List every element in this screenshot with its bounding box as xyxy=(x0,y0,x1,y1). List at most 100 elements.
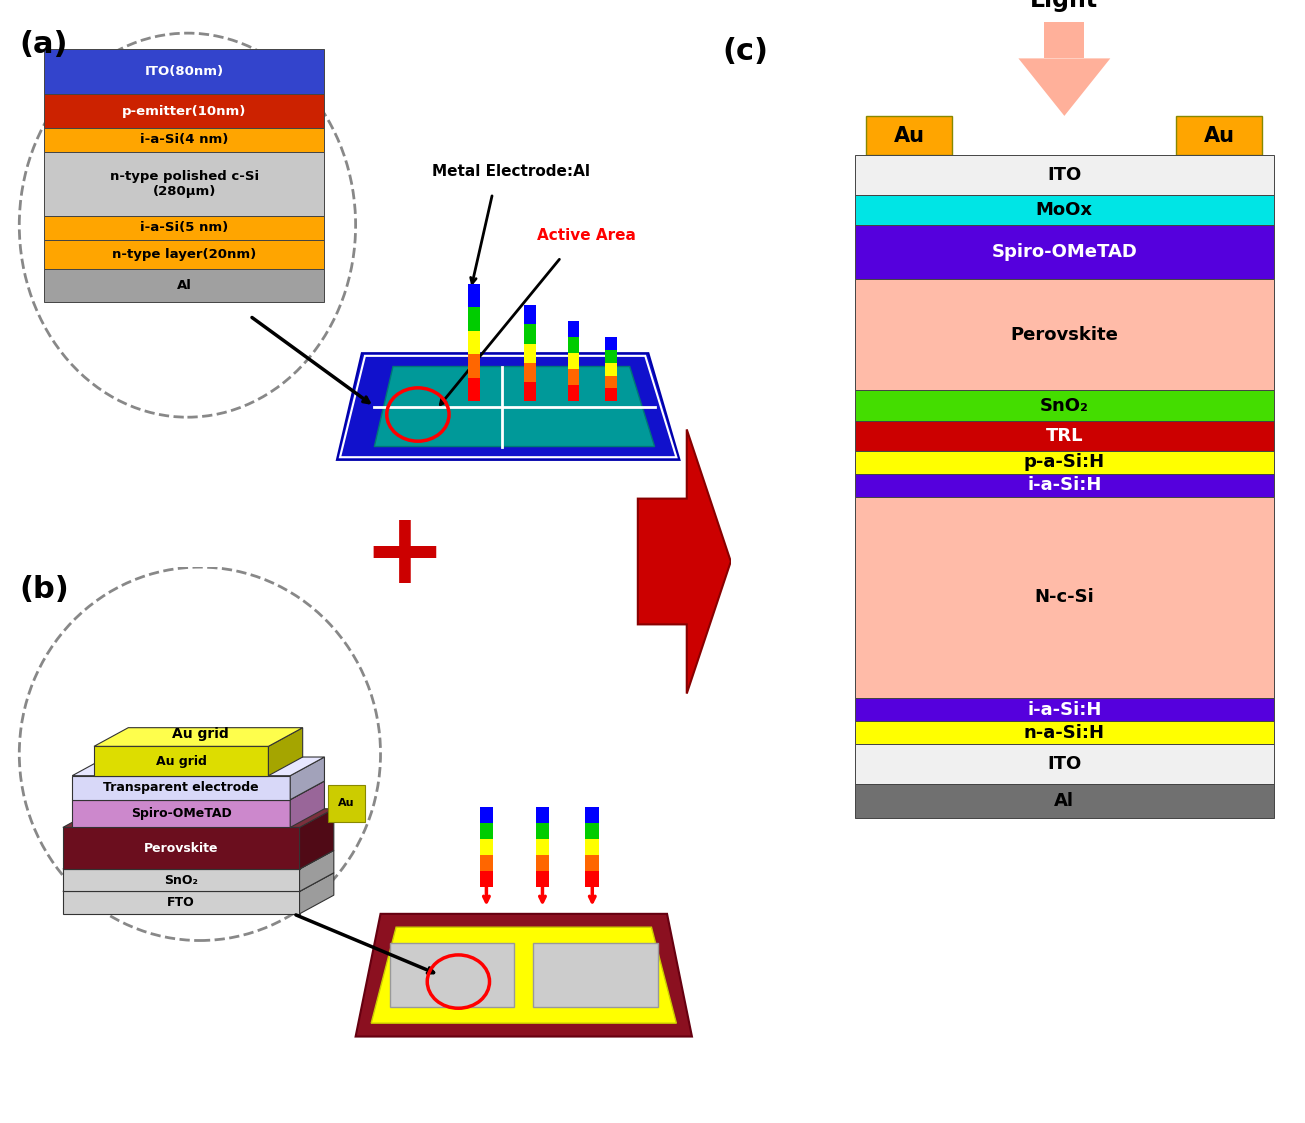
Bar xyxy=(855,279,1274,391)
Polygon shape xyxy=(534,943,658,1007)
Text: (c): (c) xyxy=(723,37,769,66)
Text: Au grid: Au grid xyxy=(171,727,228,741)
Bar xyxy=(568,385,579,401)
Bar xyxy=(568,353,579,369)
Bar xyxy=(855,225,1274,279)
Bar xyxy=(525,325,535,344)
Bar xyxy=(44,94,325,128)
Text: ITO(80nm): ITO(80nm) xyxy=(145,65,224,79)
Bar xyxy=(468,377,479,401)
Text: i-a-Si(5 nm): i-a-Si(5 nm) xyxy=(140,221,228,234)
Bar xyxy=(44,152,325,216)
Polygon shape xyxy=(371,928,676,1023)
Bar xyxy=(568,369,579,385)
Bar xyxy=(855,195,1274,225)
Bar xyxy=(1044,22,1084,58)
Text: i-a-Si:H: i-a-Si:H xyxy=(1027,476,1101,494)
Bar xyxy=(535,856,549,871)
Bar xyxy=(586,807,599,823)
Bar xyxy=(44,268,325,302)
Polygon shape xyxy=(337,353,680,460)
Text: n-type layer(20nm): n-type layer(20nm) xyxy=(112,248,257,261)
Bar xyxy=(479,856,493,871)
Polygon shape xyxy=(63,809,334,828)
Text: Au: Au xyxy=(1205,126,1235,146)
Polygon shape xyxy=(300,850,334,892)
Polygon shape xyxy=(269,728,303,776)
Bar xyxy=(586,823,599,839)
Polygon shape xyxy=(63,850,334,869)
Text: Active Area: Active Area xyxy=(536,228,636,244)
Text: Au: Au xyxy=(894,126,925,146)
Bar xyxy=(468,331,479,354)
Text: (b): (b) xyxy=(20,575,69,604)
Text: Perovskite: Perovskite xyxy=(144,842,218,855)
Polygon shape xyxy=(290,757,325,800)
Bar xyxy=(328,785,365,822)
Bar xyxy=(855,496,1274,699)
Polygon shape xyxy=(63,869,300,892)
FancyBboxPatch shape xyxy=(1176,116,1262,155)
Text: i-a-Si(4 nm): i-a-Si(4 nm) xyxy=(140,133,228,146)
Bar xyxy=(468,284,479,308)
Text: N-c-Si: N-c-Si xyxy=(1035,588,1094,606)
Text: n-type polished c-Si
(280μm): n-type polished c-Si (280μm) xyxy=(110,170,258,198)
Text: Light: Light xyxy=(1030,0,1099,11)
Bar xyxy=(586,839,599,856)
Polygon shape xyxy=(63,828,300,869)
Bar xyxy=(606,363,616,375)
Bar xyxy=(535,871,549,887)
Bar xyxy=(525,363,535,382)
Text: n-a-Si:H: n-a-Si:H xyxy=(1024,723,1105,741)
Text: ITO: ITO xyxy=(1047,755,1082,773)
Text: p-a-Si:H: p-a-Si:H xyxy=(1024,454,1105,472)
Text: Al: Al xyxy=(177,279,192,292)
Polygon shape xyxy=(356,914,692,1037)
Text: Spiro-OMeTAD: Spiro-OMeTAD xyxy=(992,243,1137,261)
Bar xyxy=(855,784,1274,818)
Text: Al: Al xyxy=(1054,792,1074,810)
Text: i-a-Si:H: i-a-Si:H xyxy=(1027,701,1101,719)
Polygon shape xyxy=(72,800,290,828)
Bar xyxy=(855,699,1274,721)
Bar xyxy=(606,375,616,389)
Polygon shape xyxy=(94,728,303,747)
Polygon shape xyxy=(63,892,300,914)
Text: Perovskite: Perovskite xyxy=(1010,326,1118,344)
Text: TRL: TRL xyxy=(1045,427,1083,445)
Bar xyxy=(606,350,616,363)
Bar xyxy=(586,871,599,887)
Bar xyxy=(855,474,1274,496)
Text: Spiro-OMeTAD: Spiro-OMeTAD xyxy=(130,807,231,820)
Bar xyxy=(479,823,493,839)
Polygon shape xyxy=(390,943,514,1007)
Polygon shape xyxy=(375,366,655,447)
Polygon shape xyxy=(63,873,334,892)
Bar xyxy=(535,839,549,856)
Bar xyxy=(479,807,493,823)
Bar xyxy=(568,337,579,353)
Text: SnO₂: SnO₂ xyxy=(164,874,198,887)
Polygon shape xyxy=(290,780,325,828)
Text: FTO: FTO xyxy=(167,896,194,910)
Text: Au: Au xyxy=(338,798,355,809)
Bar xyxy=(855,745,1274,784)
Bar xyxy=(855,421,1274,450)
Text: Metal Electrode:Al: Metal Electrode:Al xyxy=(432,164,590,180)
Bar xyxy=(479,871,493,887)
Bar xyxy=(44,128,325,152)
Bar xyxy=(606,337,616,350)
Bar xyxy=(855,721,1274,745)
Bar xyxy=(525,382,535,401)
Bar xyxy=(44,239,325,268)
Bar xyxy=(606,389,616,401)
Text: (a): (a) xyxy=(20,30,68,60)
Bar xyxy=(468,354,479,377)
Polygon shape xyxy=(300,809,334,869)
Polygon shape xyxy=(94,747,269,776)
FancyBboxPatch shape xyxy=(867,116,953,155)
Polygon shape xyxy=(72,776,290,800)
Polygon shape xyxy=(72,757,325,776)
Bar xyxy=(468,308,479,331)
Polygon shape xyxy=(1018,58,1111,116)
